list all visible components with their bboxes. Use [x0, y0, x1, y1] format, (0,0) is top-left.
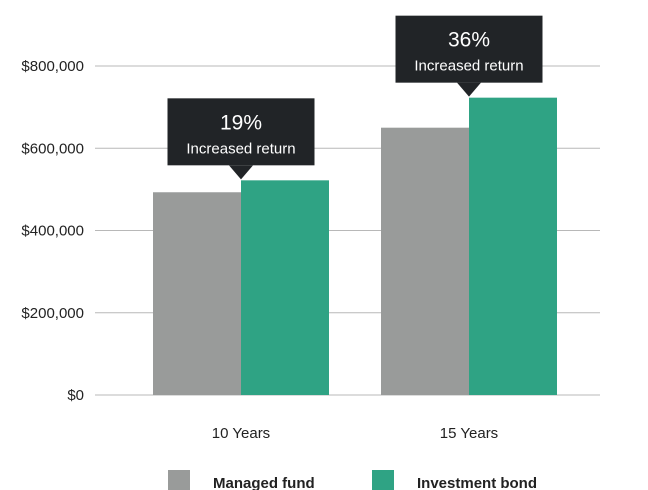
legend-swatch — [372, 470, 394, 490]
callout: 36% Increased return — [395, 15, 543, 97]
legend-label: Managed fund — [213, 475, 315, 490]
callout: 19% Increased return — [167, 98, 315, 180]
callout-box — [395, 15, 543, 83]
legend-item: Managed fund — [168, 470, 315, 490]
callout-text: Increased return — [414, 58, 523, 75]
bar — [381, 127, 469, 395]
x-category-label: 10 Years — [212, 425, 270, 442]
callout-pointer — [457, 82, 481, 97]
legend-item: Investment bond — [372, 470, 537, 490]
bar — [153, 192, 241, 395]
y-axis-tick-labels: $0 $200,000 $400,000 $600,000 $800,000 — [21, 58, 84, 404]
callout-box — [167, 98, 315, 166]
callout-pointer — [229, 165, 253, 180]
y-tick-label: $200,000 — [21, 305, 84, 322]
callouts: 19% Increased return 36% Increased return — [167, 15, 543, 180]
y-tick-label: $600,000 — [21, 140, 84, 157]
legend: Managed fund Investment bond — [168, 470, 537, 490]
legend-swatch — [168, 470, 190, 490]
y-tick-label: $400,000 — [21, 223, 84, 240]
bar — [241, 180, 329, 395]
x-category-label: 15 Years — [440, 425, 498, 442]
bar — [469, 97, 557, 395]
y-tick-label: $0 — [67, 387, 84, 404]
bars — [153, 97, 557, 395]
callout-percentage: 36% — [448, 29, 490, 52]
y-tick-label: $800,000 — [21, 58, 84, 75]
x-axis-category-labels: 10 Years 15 Years — [212, 425, 498, 442]
callout-percentage: 19% — [220, 111, 262, 134]
legend-label: Investment bond — [417, 475, 537, 490]
callout-text: Increased return — [186, 140, 295, 157]
